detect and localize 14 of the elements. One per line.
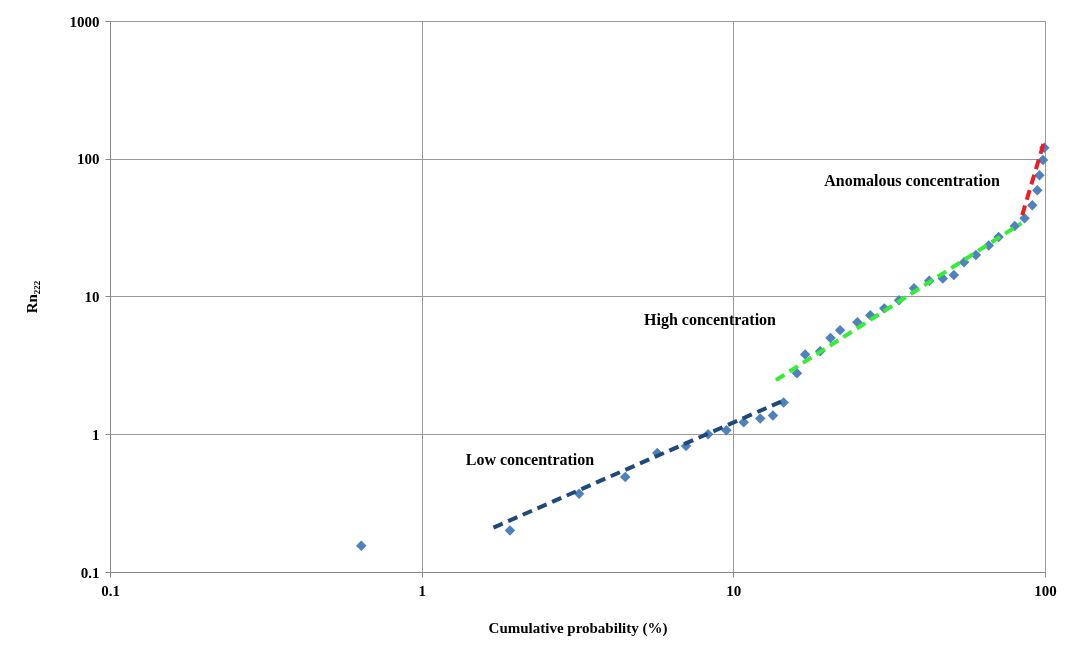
y-tick-label: 10 bbox=[84, 289, 100, 305]
x-axis-title: Cumulative probability (%) bbox=[488, 619, 668, 637]
y-tick-label: 100 bbox=[77, 151, 100, 168]
y-axis-title: Rn₂₂₂ bbox=[23, 280, 40, 314]
y-tick-label: 1000 bbox=[69, 13, 100, 30]
x-tick-label: 1 bbox=[418, 582, 426, 599]
annotation: High concentration bbox=[644, 311, 777, 329]
annotation: Low concentration bbox=[465, 451, 595, 468]
x-tick-label: 0.1 bbox=[101, 582, 120, 599]
y-tick-label: 1 bbox=[92, 426, 100, 443]
x-tick-label: 100 bbox=[1034, 582, 1057, 599]
y-tick-label: 0.1 bbox=[80, 564, 100, 581]
annotation: Anomalous concentration bbox=[824, 172, 1000, 189]
x-tick-label: 10 bbox=[726, 582, 742, 599]
